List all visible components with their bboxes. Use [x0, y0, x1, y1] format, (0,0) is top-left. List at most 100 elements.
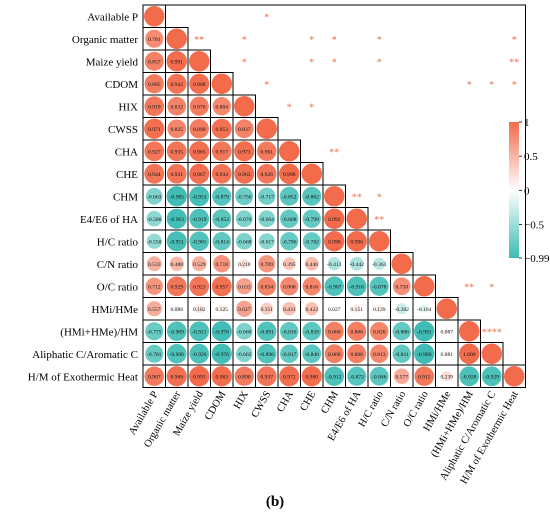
correlation-circle [145, 187, 163, 205]
correlation-circle [414, 366, 435, 387]
correlation-value: -0.907 [327, 284, 342, 290]
correlation-value: -0.929 [485, 374, 500, 380]
correlation-value: -0.891 [260, 329, 275, 335]
row-label: HMi/HMe [92, 304, 139, 316]
correlation-value: 0.991 [170, 59, 183, 65]
correlation-circle [347, 344, 367, 364]
correlation-value: 0.919 [148, 104, 161, 110]
row-label: O/C ratio [97, 281, 139, 293]
row-label: H/M of Exothermic Heat [28, 371, 138, 383]
correlation-circle [211, 163, 232, 184]
correlation-value: 0.968 [193, 82, 206, 88]
correlation-value: 0.942 [170, 82, 183, 88]
correlation-value: 0.998 [283, 172, 296, 178]
correlation-circle [145, 322, 164, 341]
colorbar-tick-label: −0.99 [524, 253, 550, 265]
correlation-circle [481, 366, 502, 387]
correlation-circle [256, 163, 277, 184]
correlation-value: -0.853 [215, 217, 230, 223]
row-label: CHM [113, 191, 138, 203]
correlation-value: 0.781 [148, 37, 161, 43]
colorbar-tick-label: 0 [524, 185, 530, 197]
significance-stars: * [489, 80, 494, 91]
correlation-circle [144, 141, 165, 162]
row-label: HIX [118, 101, 138, 113]
correlation-value: 0.996 [350, 239, 363, 245]
correlation-circle [352, 304, 361, 313]
row-label: H/C ratio [97, 236, 139, 248]
correlation-value: -0.839 [305, 329, 320, 335]
correlation-circle [370, 344, 389, 363]
correlation-value: 0.983 [215, 374, 228, 380]
correlation-value: -0.781 [147, 352, 162, 358]
correlation-circle [414, 276, 435, 297]
correlation-circle [279, 186, 299, 206]
correlation-circle [144, 74, 164, 94]
correlation-value: -0.663 [147, 194, 162, 200]
significance-stars: * [264, 12, 269, 23]
correlation-circle [282, 257, 296, 271]
correlation-value: 0.239 [440, 374, 453, 380]
correlation-value: 0.931 [170, 172, 183, 178]
correlation-value: -0.879 [215, 194, 230, 200]
correlation-circle [443, 350, 450, 357]
column-label: CDOM [203, 389, 229, 422]
correlation-circle [145, 344, 164, 363]
correlation-value: 0.990 [328, 239, 341, 245]
significance-stars: * [242, 57, 247, 68]
correlation-value: -0.586 [147, 217, 162, 223]
correlation-value: -0.985 [170, 194, 185, 200]
correlation-value: 0.529 [193, 262, 206, 268]
correlation-circle [369, 321, 389, 341]
correlation-value: 0.866 [350, 329, 363, 335]
correlation-value: 0.967 [193, 172, 206, 178]
correlation-circle [234, 141, 255, 162]
correlation-circle [324, 344, 344, 364]
correlation-circle [144, 163, 165, 184]
correlation-value: 0.351 [260, 307, 273, 313]
correlation-circle [392, 277, 411, 296]
correlation-value: 0.533 [148, 262, 161, 268]
correlation-value: -0.617 [260, 239, 275, 245]
correlation-circle [144, 366, 165, 387]
correlation-value: -0.928 [462, 374, 477, 380]
correlation-circle [189, 119, 209, 139]
correlation-value: 0.446 [305, 262, 318, 268]
correlation-circle [258, 255, 276, 273]
correlation-circle [279, 344, 299, 364]
correlation-value: 0.800 [283, 284, 296, 290]
correlation-circle [324, 208, 345, 229]
correlation-circle [211, 343, 232, 364]
correlation-circle [144, 118, 165, 139]
correlation-value: -0.282 [395, 307, 410, 313]
significance-stars: * [377, 35, 382, 46]
correlation-circle [166, 208, 187, 229]
correlation-value: -0.782 [305, 239, 320, 245]
correlation-circle [324, 276, 345, 297]
correlation-value: -0.921 [192, 329, 207, 335]
correlation-circle [304, 256, 319, 271]
correlation-circle [414, 343, 435, 364]
correlation-circle [280, 232, 299, 251]
correlation-heatmap: 0.781 0.857 0.991 0.885 0.942 0.968 0.919 0.832… [28, 4, 550, 486]
row-label: CHA [115, 146, 138, 158]
correlation-circle [146, 210, 163, 227]
correlation-circle [145, 29, 164, 48]
correlation-value: -0.976 [215, 329, 230, 335]
correlation-circle [302, 344, 322, 364]
row-label: Organic matter [72, 34, 138, 46]
correlation-value: 0.087 [440, 329, 453, 335]
correlation-value: -0.919 [192, 217, 207, 223]
correlation-circle [324, 321, 344, 341]
correlation-value: 0.820 [373, 329, 386, 335]
correlation-circle [504, 366, 525, 387]
correlation-circle [302, 321, 322, 341]
correlation-value: -0.817 [282, 352, 297, 358]
correlation-circle [258, 233, 275, 250]
correlation-value: -0.963 [170, 217, 185, 223]
correlation-value: 0.890 [238, 374, 251, 380]
correlation-circle [189, 51, 210, 72]
correlation-value: 0.969 [170, 374, 183, 380]
correlation-circle [305, 302, 319, 316]
correlation-value: -0.852 [282, 194, 297, 200]
